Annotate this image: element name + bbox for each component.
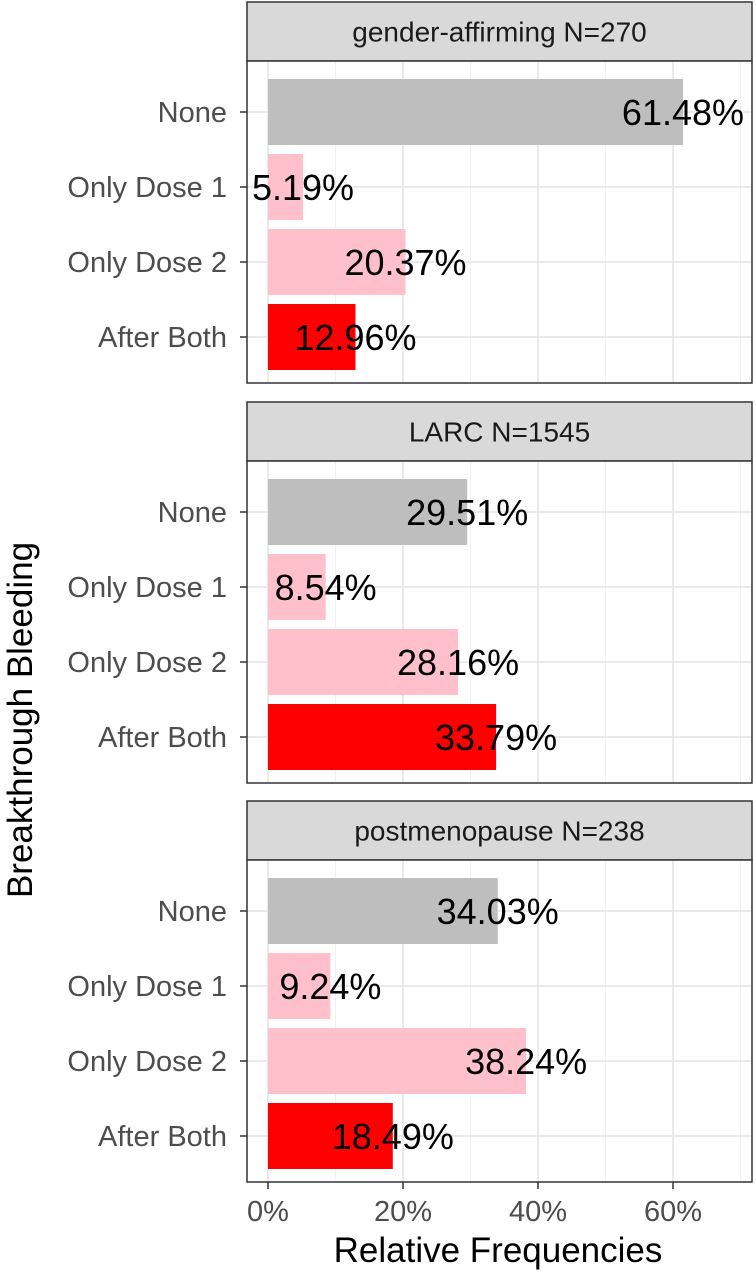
category-label: Only Dose 2	[67, 247, 227, 279]
bar-only-dose-1	[268, 554, 326, 620]
panel-2: LARC N=1545 None Only Dose 1 Only Dose 2 Aft…	[67, 401, 753, 784]
bar-only-dose-1	[268, 953, 331, 1019]
x-axis-title: Relative Frequencies	[334, 1231, 663, 1270]
data-label: 29.51%	[406, 492, 528, 533]
panel-title: postmenopause N=238	[354, 816, 644, 847]
data-label: 8.54%	[275, 567, 377, 608]
data-label: 5.19%	[252, 167, 354, 208]
bar-only-dose-2	[268, 629, 459, 695]
panel-1: gender-affirming N=270 None Only Dose 1 Onl…	[67, 1, 753, 384]
panel-border	[246, 60, 753, 384]
category-label: Only Dose 1	[67, 172, 227, 204]
data-label: 9.24%	[279, 966, 381, 1007]
bar-none	[268, 878, 498, 944]
y-axis-title: Breakthrough Bleeding	[1, 542, 40, 898]
data-label: 38.24%	[465, 1041, 587, 1082]
x-tick-label: 60%	[644, 1196, 702, 1228]
bar-after-both	[268, 304, 356, 370]
panel-3: postmenopause N=238 None Only Dose 1 Only D…	[67, 800, 753, 1183]
bar-none	[268, 79, 683, 145]
category-label: None	[158, 97, 227, 129]
bar-none	[268, 479, 468, 545]
data-label: 28.16%	[397, 642, 519, 683]
chart-panels: gender-affirming N=270 None Only Dose 1 Onl…	[67, 1, 753, 1183]
x-axis: 0% 20% 40% 60%	[247, 1182, 702, 1228]
data-label: 34.03%	[437, 891, 559, 932]
category-label: Only Dose 1	[67, 572, 227, 604]
category-label: Only Dose 2	[67, 1046, 227, 1078]
x-tick-label: 0%	[247, 1196, 289, 1228]
bar-after-both	[268, 704, 497, 770]
x-tick-label: 20%	[374, 1196, 432, 1228]
panel-border	[246, 859, 753, 1183]
panel-border	[246, 460, 753, 784]
data-label: 20.37%	[344, 242, 466, 283]
bar-only-dose-2	[268, 229, 406, 295]
panel-title: LARC N=1545	[409, 417, 590, 448]
category-label: After Both	[98, 322, 227, 354]
category-label: Only Dose 2	[67, 647, 227, 679]
data-label: 12.96%	[294, 317, 416, 358]
data-label: 61.48%	[622, 92, 744, 133]
data-label: 33.79%	[435, 717, 557, 758]
bar-only-dose-1	[268, 154, 304, 220]
panel-strip	[246, 1, 753, 62]
panel-title: gender-affirming N=270	[352, 17, 646, 48]
x-tick-label: 40%	[509, 1196, 567, 1228]
bar-after-both	[268, 1103, 393, 1169]
category-label: After Both	[98, 722, 227, 754]
category-label: None	[158, 896, 227, 928]
category-label: After Both	[98, 1121, 227, 1153]
category-label: None	[158, 497, 227, 529]
bar-only-dose-2	[268, 1028, 527, 1094]
data-label: 18.49%	[332, 1116, 454, 1157]
category-label: Only Dose 1	[67, 971, 227, 1003]
